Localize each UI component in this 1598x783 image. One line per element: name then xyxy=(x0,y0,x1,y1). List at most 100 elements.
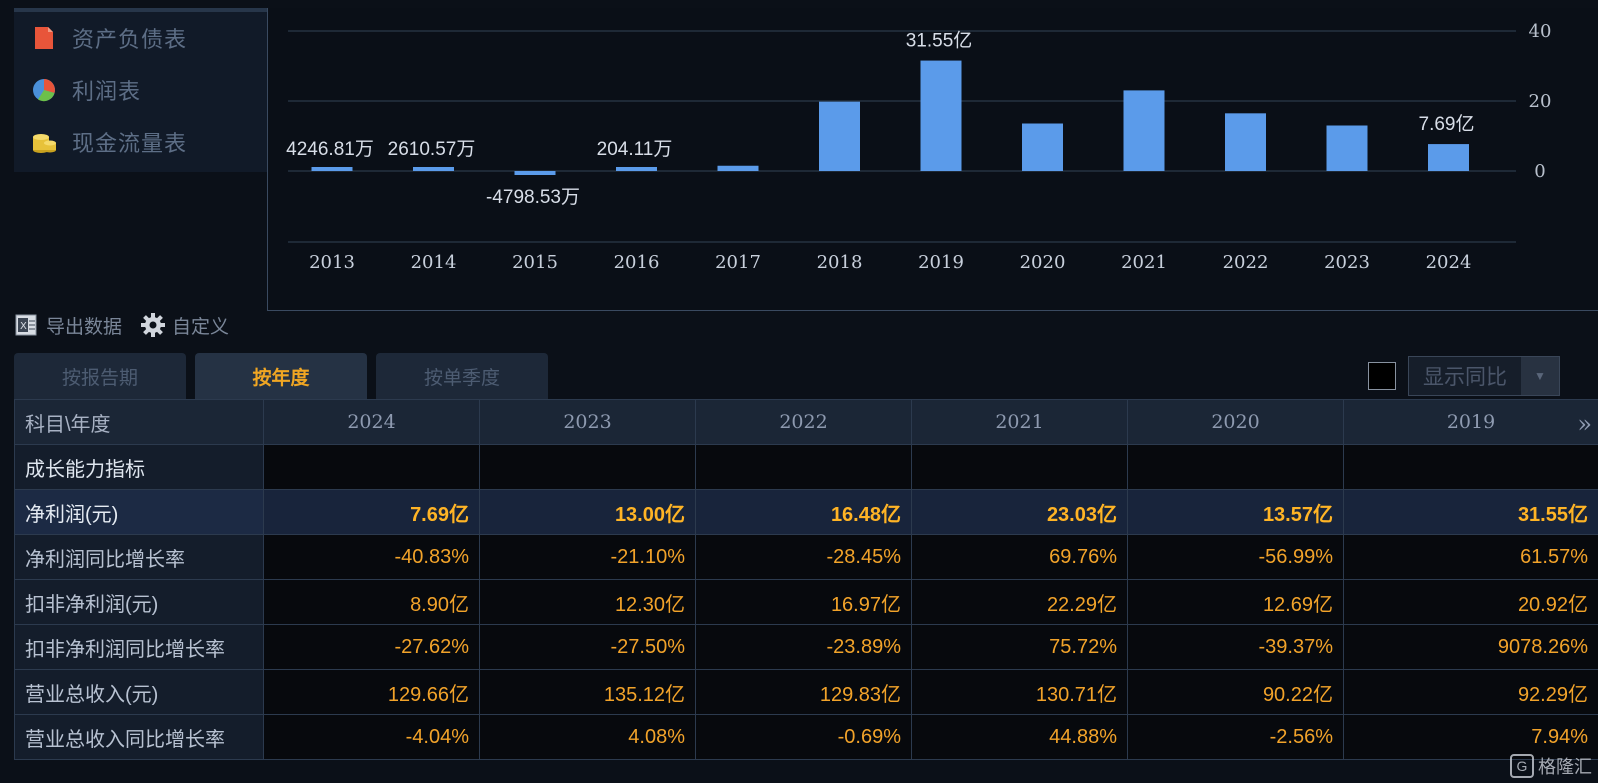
table-cell: 12.69亿 xyxy=(1127,579,1344,625)
financial-indicators-table: 科目\年度 2024 2023 2022 2021 2020 2019 » 成长… xyxy=(14,399,1598,760)
x-tick-label: 2019 xyxy=(918,252,964,273)
row-label: 成长能力指标 xyxy=(14,444,264,490)
table-cell: 13.57亿 xyxy=(1127,489,1344,535)
table-cell xyxy=(695,444,912,490)
customize-button[interactable]: 自定义 xyxy=(140,312,229,339)
table-cell: 8.90亿 xyxy=(263,579,480,625)
show-yoy-checkbox[interactable] xyxy=(1368,362,1396,390)
tab-by-year[interactable]: 按年度 xyxy=(195,353,367,399)
x-tick-label: 2022 xyxy=(1223,252,1269,273)
x-tick-label: 2017 xyxy=(715,252,761,273)
column-header-year-text: 2019 xyxy=(1446,411,1496,433)
menu-item-income-statement[interactable]: 利润表 xyxy=(14,64,268,116)
table-cell: -39.37% xyxy=(1127,624,1344,670)
table-cell xyxy=(479,444,696,490)
table-cell: 129.83亿 xyxy=(695,669,912,715)
table-cell: 90.22亿 xyxy=(1127,669,1344,715)
menu-item-label: 现金流量表 xyxy=(72,131,188,156)
table-cell: 75.72% xyxy=(911,624,1128,670)
bar-2015 xyxy=(514,171,556,175)
menu-item-label: 资产负债表 xyxy=(72,27,188,52)
show-yoy-select[interactable]: 显示同比 ▼ xyxy=(1408,356,1560,396)
table-cell: 9078.26% xyxy=(1343,624,1598,670)
bar-2016 xyxy=(616,167,657,171)
cash-flow-icon xyxy=(33,134,56,153)
watermark-text: 格隆汇 xyxy=(1538,757,1592,777)
row-label: 扣非净利润同比增长率 xyxy=(14,624,264,670)
bar-2018 xyxy=(819,101,860,171)
table-cell: 130.71亿 xyxy=(911,669,1128,715)
bar-2022 xyxy=(1225,113,1266,171)
table-cell: -40.83% xyxy=(263,534,480,580)
table-row: 成长能力指标 xyxy=(14,444,1598,490)
gear-icon xyxy=(141,313,166,337)
table-cell: 61.57% xyxy=(1343,534,1598,580)
x-tick-label: 2016 xyxy=(614,252,660,273)
y-tick-label: 20 xyxy=(1529,91,1552,112)
table-cell xyxy=(263,444,480,490)
table-cell: 69.76% xyxy=(911,534,1128,580)
table-cell xyxy=(1343,444,1598,490)
tab-by-quarter[interactable]: 按单季度 xyxy=(376,353,548,399)
chevron-down-icon: ▼ xyxy=(1521,357,1559,395)
menu-item-balance-sheet[interactable]: 资产负债表 xyxy=(14,12,268,64)
table-cell: 23.03亿 xyxy=(911,489,1128,535)
column-header-year: 2021 xyxy=(911,399,1128,445)
x-tick-label: 2024 xyxy=(1426,252,1472,273)
table-cell xyxy=(1127,444,1344,490)
x-tick-label: 2020 xyxy=(1020,252,1066,273)
table-cell: -27.62% xyxy=(263,624,480,670)
export-data-label: 导出数据 xyxy=(46,316,123,338)
tab-by-report-period[interactable]: 按报告期 xyxy=(14,353,186,399)
table-row: 扣非净利润(元) 8.90亿 12.30亿 16.97亿 22.29亿 12.69亿 20.… xyxy=(14,579,1598,625)
table-cell: 92.29亿 xyxy=(1343,669,1598,715)
income-statement-icon xyxy=(33,79,55,102)
data-label: 2610.57万 xyxy=(388,139,476,160)
export-data-button[interactable]: X 导出数据 xyxy=(14,312,122,339)
table-row: 净利润(元) 7.69亿 13.00亿 16.48亿 23.03亿 13.57亿 31.55… xyxy=(14,489,1598,535)
menu-item-cash-flow[interactable]: 现金流量表 xyxy=(14,116,268,168)
table-cell: 13.00亿 xyxy=(479,489,696,535)
yoy-controls: 显示同比 ▼ xyxy=(1368,356,1560,396)
svg-text:X: X xyxy=(20,321,27,332)
net-profit-chart-panel: 40 20 0 2013 4246.81万 2014 2610.57万 2015 -4798.5… xyxy=(267,8,1598,311)
column-header-year: 2020 xyxy=(1127,399,1344,445)
row-label: 扣非净利润(元) xyxy=(14,579,264,625)
watermark-logo: G 格隆汇 xyxy=(1510,753,1592,779)
chart-toolbar: X 导出数据 自定义 xyxy=(14,308,247,342)
table-cell: -56.99% xyxy=(1127,534,1344,580)
table-cell: -27.50% xyxy=(479,624,696,670)
bar-2024 xyxy=(1428,144,1469,171)
table-cell: 7.69亿 xyxy=(263,489,480,535)
table-cell xyxy=(911,444,1128,490)
table-cell: -23.89% xyxy=(695,624,912,670)
bar-2014 xyxy=(413,167,454,171)
customize-label: 自定义 xyxy=(172,316,230,338)
brand-logo-icon: G xyxy=(1510,754,1534,778)
bar-2013 xyxy=(311,167,353,171)
table-cell: -4.04% xyxy=(263,714,480,760)
table-cell: 16.97亿 xyxy=(695,579,912,625)
statement-menu: 资产负债表 利润表 现金流量表 xyxy=(14,8,268,172)
menu-item-label: 利润表 xyxy=(72,79,142,104)
table-cell: 7.94% xyxy=(1343,714,1598,760)
table-cell: -0.69% xyxy=(695,714,912,760)
data-label: 204.11万 xyxy=(597,139,673,160)
row-label: 净利润同比增长率 xyxy=(14,534,264,580)
data-label: -4798.53万 xyxy=(486,187,580,208)
table-header-row: 科目\年度 2024 2023 2022 2021 2020 2019 » xyxy=(14,399,1598,445)
table-row: 营业总收入同比增长率 -4.04% 4.08% -0.69% 44.88% -2.56% 7… xyxy=(14,714,1598,760)
table-row: 净利润同比增长率 -40.83% -21.10% -28.45% 69.76% -56.9… xyxy=(14,534,1598,580)
data-label: 4246.81万 xyxy=(286,139,374,160)
next-columns-icon[interactable]: » xyxy=(1577,410,1592,438)
table-cell: 20.92亿 xyxy=(1343,579,1598,625)
x-tick-label: 2013 xyxy=(309,252,355,273)
table-cell: 12.30亿 xyxy=(479,579,696,625)
data-label: 7.69亿 xyxy=(1419,113,1475,135)
table-cell: 135.12亿 xyxy=(479,669,696,715)
column-header-year: 2023 xyxy=(479,399,696,445)
table-cell: 16.48亿 xyxy=(695,489,912,535)
table-cell: -21.10% xyxy=(479,534,696,580)
row-label: 营业总收入(元) xyxy=(14,669,264,715)
bar-2017 xyxy=(717,165,759,171)
